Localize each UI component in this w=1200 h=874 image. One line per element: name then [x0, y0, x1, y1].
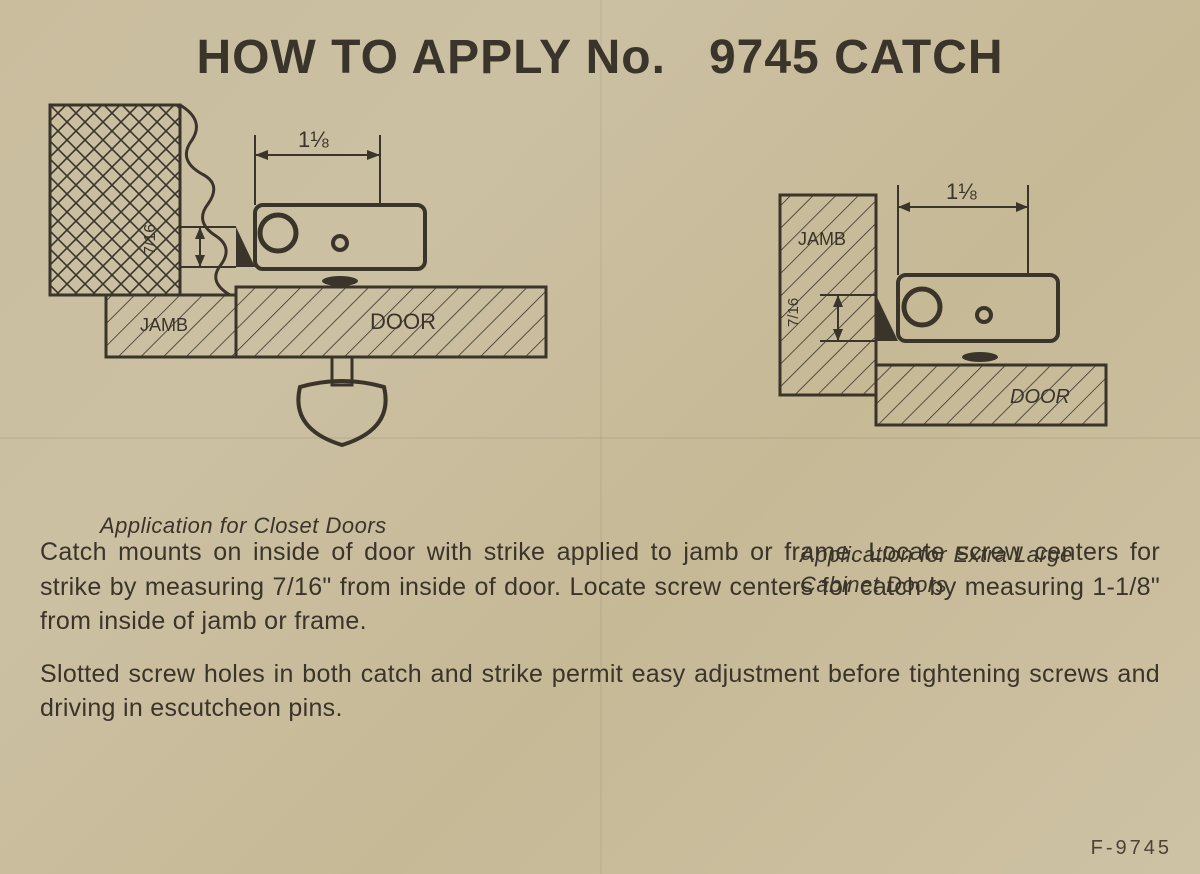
label-door-right: DOOR: [1010, 386, 1070, 408]
diagram-cabinet-doors: JAMB DOOR 1⅛ 7/16: [760, 135, 1120, 475]
diagram-closet-doors: JAMB DOOR 1⅛ 7/16: [40, 95, 560, 505]
dim-side-right: 7/16: [785, 298, 802, 327]
diagram-row: JAMB DOOR 1⅛ 7/16: [40, 95, 1160, 505]
title-no: No.: [586, 31, 666, 84]
dim-top-left: 1⅛: [298, 127, 329, 152]
dim-side-left: 7/16: [142, 224, 159, 255]
caption-closet-doors: Application for Closet Doors: [100, 513, 560, 539]
caption-cabinet-doors: Application for Extra Large Cabinet Door…: [800, 540, 1140, 599]
label-jamb-left: JAMB: [140, 315, 188, 335]
label-door-left: DOOR: [370, 309, 436, 334]
paragraph-2: Slotted screw holes in both catch and st…: [40, 657, 1160, 726]
form-number: F-9745: [1091, 837, 1172, 860]
label-jamb-right: JAMB: [798, 229, 846, 249]
dim-top-right: 1⅛: [946, 179, 977, 204]
title-prefix: HOW TO APPLY: [197, 31, 572, 84]
title-suffix: CATCH: [834, 31, 1003, 84]
page-title: HOW TO APPLY No. 9745 CATCH: [40, 30, 1160, 85]
part-number: 9745: [709, 31, 820, 84]
